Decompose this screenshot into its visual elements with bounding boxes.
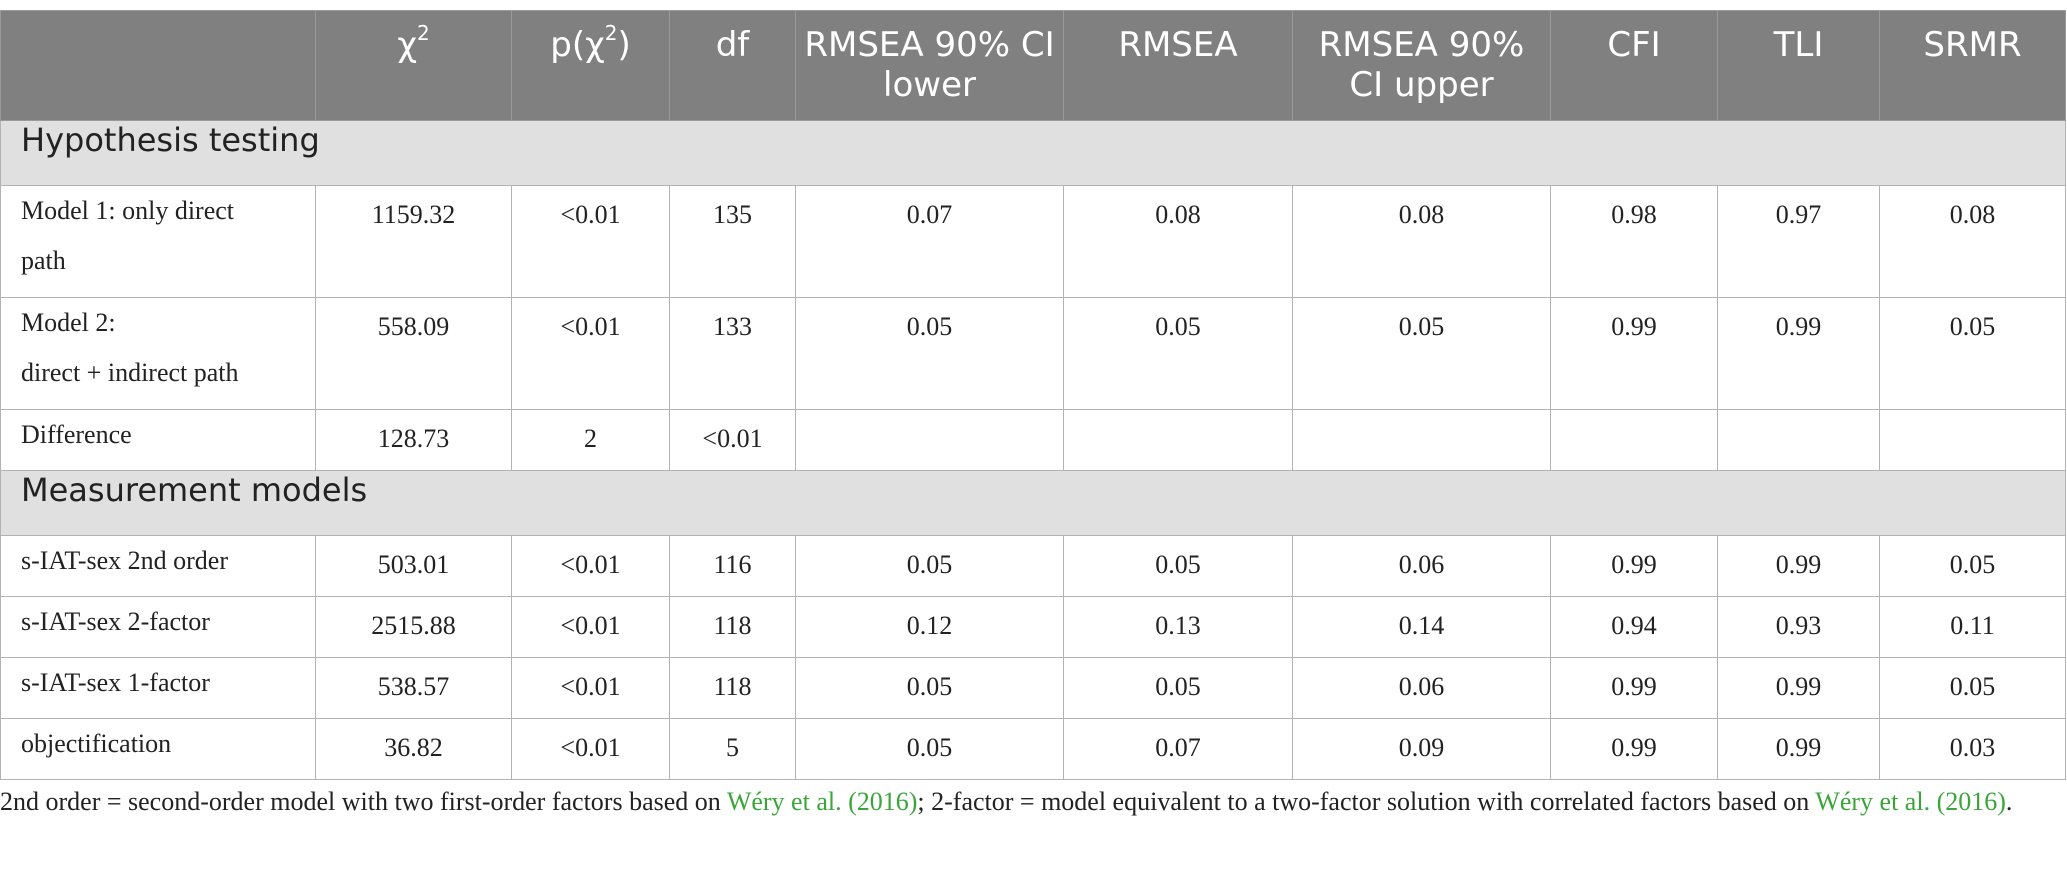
table-row: s-IAT-sex 2-factor 2515.88 <0.01 118 0.1… <box>0 596 2066 658</box>
header-rmsea-ci-upper: RMSEA 90% CI upper <box>1292 10 1551 121</box>
cell-p: <0.01 <box>511 718 670 780</box>
cell-srmr: 0.08 <box>1879 185 2066 298</box>
table-row: s-IAT-sex 1-factor 538.57 <0.01 118 0.05… <box>0 657 2066 719</box>
cell-tli: 0.99 <box>1717 718 1880 780</box>
table-row: Difference 128.73 2 <0.01 <box>0 409 2066 471</box>
section-title: Measurement models <box>0 470 2066 536</box>
header-p-chi-square: p(χ2) <box>511 10 670 121</box>
cell-rmsea-lower: 0.07 <box>795 185 1064 298</box>
header-rmsea: RMSEA <box>1063 10 1293 121</box>
cell-rmsea-upper: 0.09 <box>1292 718 1551 780</box>
table-row: objectification 36.82 <0.01 5 0.05 0.07 … <box>0 718 2066 780</box>
header-cfi: CFI <box>1550 10 1718 121</box>
header-rmsea-ci-lower: RMSEA 90% CI lower <box>795 10 1064 121</box>
cell-p: <0.01 <box>511 185 670 298</box>
row-label: s-IAT-sex 2-factor <box>0 596 316 658</box>
cell-tli: 0.99 <box>1717 297 1880 410</box>
cell-chi2: 128.73 <box>315 409 512 471</box>
header-df: df <box>669 10 796 121</box>
cell-df: 133 <box>669 297 796 410</box>
cell-df: 116 <box>669 535 796 597</box>
cell-df: 118 <box>669 657 796 719</box>
cell-rmsea-upper: 0.06 <box>1292 657 1551 719</box>
cell-chi2: 503.01 <box>315 535 512 597</box>
cell-rmsea-lower: 0.05 <box>795 718 1064 780</box>
cell-rmsea: 0.05 <box>1063 535 1293 597</box>
cell-rmsea-upper: 0.08 <box>1292 185 1551 298</box>
table-row: s-IAT-sex 2nd order 503.01 <0.01 116 0.0… <box>0 535 2066 597</box>
cell-df: 5 <box>669 718 796 780</box>
cell-cfi: 0.94 <box>1550 596 1718 658</box>
cell-tli: 0.99 <box>1717 535 1880 597</box>
cell-rmsea-upper <box>1292 409 1551 471</box>
cell-df: 118 <box>669 596 796 658</box>
cell-srmr: 0.05 <box>1879 657 2066 719</box>
cell-rmsea: 0.08 <box>1063 185 1293 298</box>
header-row: χ2 p(χ2) df RMSEA 90% CI lower RMSEA RMS… <box>0 10 2066 121</box>
cell-rmsea-lower: 0.05 <box>795 535 1064 597</box>
row-label: Difference <box>0 409 316 471</box>
table-footnote: 2nd order = second-order model with two … <box>0 787 2013 816</box>
reference-link[interactable]: Wéry et al. (2016) <box>726 787 918 816</box>
section-row-hypothesis: Hypothesis testing <box>0 120 2066 186</box>
cell-p: <0.01 <box>511 297 670 410</box>
cell-tli <box>1717 409 1880 471</box>
row-label: Model 1: only direct path <box>0 185 316 298</box>
cell-rmsea: 0.07 <box>1063 718 1293 780</box>
cell-chi2: 36.82 <box>315 718 512 780</box>
cell-rmsea: 0.05 <box>1063 297 1293 410</box>
row-label: s-IAT-sex 2nd order <box>0 535 316 597</box>
cell-chi2: 1159.32 <box>315 185 512 298</box>
cell-cfi: 0.99 <box>1550 718 1718 780</box>
cell-cfi: 0.99 <box>1550 297 1718 410</box>
fit-statistics-table-container: χ2 p(χ2) df RMSEA 90% CI lower RMSEA RMS… <box>0 10 2067 780</box>
cell-srmr <box>1879 409 2066 471</box>
cell-chi2: 2515.88 <box>315 596 512 658</box>
row-label: objectification <box>0 718 316 780</box>
cell-p: <0.01 <box>511 535 670 597</box>
header-tli: TLI <box>1717 10 1880 121</box>
cell-srmr: 0.03 <box>1879 718 2066 780</box>
cell-cfi: 0.99 <box>1550 657 1718 719</box>
cell-rmsea-upper: 0.05 <box>1292 297 1551 410</box>
header-chi-square: χ2 <box>315 10 512 121</box>
table-row: Model 1: only direct path 1159.32 <0.01 1… <box>0 185 2066 298</box>
cell-cfi: 0.98 <box>1550 185 1718 298</box>
cell-srmr: 0.05 <box>1879 297 2066 410</box>
cell-chi2: 558.09 <box>315 297 512 410</box>
cell-df: <0.01 <box>669 409 796 471</box>
cell-p: <0.01 <box>511 596 670 658</box>
cell-rmsea <box>1063 409 1293 471</box>
section-row-measurement: Measurement models <box>0 470 2066 536</box>
cell-rmsea-upper: 0.06 <box>1292 535 1551 597</box>
table-row: Model 2: direct + indirect path 558.09 <0… <box>0 297 2066 410</box>
cell-p: 2 <box>511 409 670 471</box>
cell-cfi <box>1550 409 1718 471</box>
section-title: Hypothesis testing <box>0 120 2066 186</box>
cell-p: <0.01 <box>511 657 670 719</box>
fit-statistics-table: χ2 p(χ2) df RMSEA 90% CI lower RMSEA RMS… <box>0 10 2066 780</box>
cell-srmr: 0.05 <box>1879 535 2066 597</box>
cell-tli: 0.97 <box>1717 185 1880 298</box>
cell-rmsea: 0.13 <box>1063 596 1293 658</box>
reference-link[interactable]: Wéry et al. (2016) <box>1815 787 2006 816</box>
cell-cfi: 0.99 <box>1550 535 1718 597</box>
cell-rmsea-upper: 0.14 <box>1292 596 1551 658</box>
cell-srmr: 0.11 <box>1879 596 2066 658</box>
row-label: s-IAT-sex 1-factor <box>0 657 316 719</box>
cell-rmsea-lower: 0.12 <box>795 596 1064 658</box>
cell-tli: 0.99 <box>1717 657 1880 719</box>
cell-df: 135 <box>669 185 796 298</box>
row-label: Model 2: direct + indirect path <box>0 297 316 410</box>
header-srmr: SRMR <box>1879 10 2066 121</box>
header-blank <box>0 10 316 121</box>
cell-rmsea-lower: 0.05 <box>795 297 1064 410</box>
cell-rmsea: 0.05 <box>1063 657 1293 719</box>
cell-rmsea-lower <box>795 409 1064 471</box>
cell-rmsea-lower: 0.05 <box>795 657 1064 719</box>
cell-chi2: 538.57 <box>315 657 512 719</box>
cell-tli: 0.93 <box>1717 596 1880 658</box>
